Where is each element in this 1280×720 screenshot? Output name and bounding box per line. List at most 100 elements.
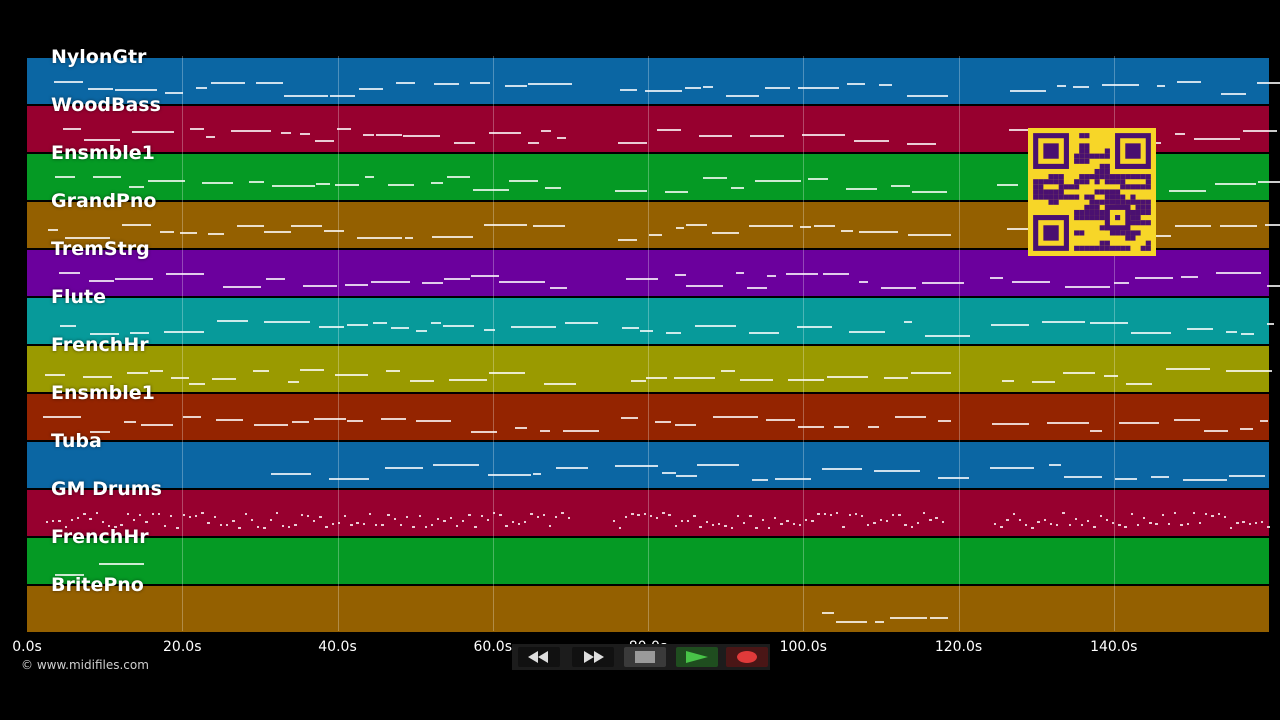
note (410, 380, 434, 382)
note (371, 281, 411, 283)
note (1064, 286, 1110, 288)
note (393, 518, 397, 520)
note (402, 135, 440, 137)
note (1186, 523, 1189, 525)
note (499, 281, 546, 283)
note (1136, 524, 1140, 526)
note (662, 512, 665, 514)
note (621, 327, 639, 329)
note (271, 473, 311, 475)
note (421, 282, 443, 284)
note (346, 324, 369, 326)
note (483, 224, 528, 226)
note (543, 383, 576, 385)
track-lane: FrenchHr (27, 334, 1269, 392)
note (381, 524, 384, 526)
gridline (648, 56, 649, 631)
play-button[interactable] (676, 647, 718, 667)
track-label: NylonGtr (51, 46, 147, 68)
note (528, 142, 540, 144)
note (52, 520, 55, 522)
note (730, 527, 733, 529)
note (345, 284, 369, 286)
note (1006, 519, 1009, 521)
note (849, 331, 886, 333)
note (735, 272, 744, 274)
note (252, 370, 269, 372)
note (654, 421, 672, 423)
note (1115, 478, 1137, 480)
note (356, 522, 359, 524)
note (1062, 512, 1065, 514)
time-tick-label: 100.0s (779, 639, 827, 655)
note (834, 426, 850, 428)
note (1093, 526, 1096, 528)
note (640, 330, 653, 332)
note (280, 132, 291, 134)
rewind-button[interactable] (518, 647, 560, 667)
note (904, 524, 907, 526)
stop-button[interactable] (624, 647, 666, 667)
note (892, 514, 895, 516)
note (488, 132, 522, 134)
note (788, 379, 825, 381)
time-tick-label: 20.0s (163, 639, 202, 655)
note (686, 224, 707, 226)
note (631, 513, 634, 515)
note (470, 431, 497, 433)
note (1243, 130, 1278, 132)
note (196, 87, 207, 89)
note (798, 87, 839, 89)
note (244, 513, 247, 515)
note (786, 520, 789, 522)
note (1018, 519, 1022, 521)
note (895, 416, 927, 418)
note (145, 521, 148, 523)
note (829, 514, 833, 516)
note (70, 519, 74, 521)
note (749, 332, 780, 334)
note (45, 374, 66, 376)
note (437, 518, 440, 520)
note (300, 369, 325, 371)
gridline (337, 56, 339, 631)
note (217, 320, 249, 322)
note (319, 516, 322, 518)
note (524, 521, 527, 523)
note (406, 516, 409, 518)
note (649, 515, 653, 517)
note (854, 513, 858, 515)
gridline (182, 56, 184, 631)
note (648, 234, 663, 236)
note (1049, 523, 1053, 525)
note (827, 376, 869, 378)
note (59, 272, 80, 274)
record-button[interactable] (726, 647, 768, 667)
note (630, 380, 646, 382)
note (510, 326, 556, 328)
note (328, 478, 370, 480)
note (462, 520, 465, 522)
note (499, 514, 502, 516)
note (1114, 282, 1129, 284)
note (431, 182, 443, 184)
note (624, 516, 628, 518)
track-label: Ensmble1 (51, 382, 155, 404)
stop-icon (635, 651, 655, 663)
note (179, 232, 197, 234)
note (148, 180, 185, 182)
note (1089, 322, 1129, 324)
time-tick-label: 60.0s (473, 639, 512, 655)
note (489, 372, 526, 374)
note (182, 416, 202, 418)
note (780, 523, 783, 525)
note (194, 515, 198, 517)
note (505, 525, 508, 527)
note (55, 574, 85, 576)
note (821, 468, 863, 470)
note (1173, 419, 1200, 421)
note (555, 516, 558, 518)
note (817, 513, 820, 515)
note (82, 376, 112, 378)
fast-forward-button[interactable] (572, 647, 614, 667)
